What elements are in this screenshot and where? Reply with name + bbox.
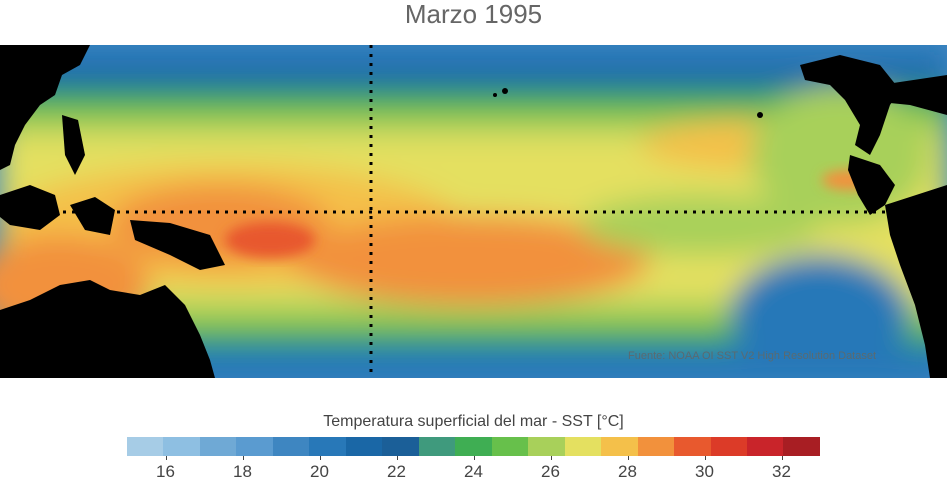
colorbar-tick (473, 456, 475, 460)
landmass-new-guinea (130, 220, 225, 270)
landmass-caribbean (880, 75, 947, 115)
colorbar-swatch (455, 437, 492, 456)
colorbar-tick-label: 26 (541, 462, 560, 481)
sst-map (0, 45, 947, 378)
colorbar-tick (165, 456, 167, 460)
colorbar-swatch (710, 437, 747, 456)
map-title: Marzo 1995 (404, 0, 543, 29)
landmass-australia (0, 280, 215, 378)
colorbar-tick (396, 456, 398, 460)
colorbar-tick (627, 456, 629, 460)
colorbar-swatch (418, 437, 456, 456)
colorbar-swatch (382, 437, 419, 456)
colorbar-swatch (127, 437, 164, 456)
colorbar-tick (319, 456, 321, 460)
colorbar-swatch (199, 437, 237, 456)
colorbar-tick-label: 30 (695, 462, 714, 481)
colorbar-swatch (272, 437, 310, 456)
colorbar-tick-label: 16 (156, 462, 175, 481)
land-masses (0, 45, 947, 378)
colorbar-swatch (564, 437, 602, 456)
colorbar-swatch (601, 437, 638, 456)
colorbar-swatch (163, 437, 200, 456)
landmass-indonesia (70, 197, 115, 235)
landmass-north-america (800, 55, 900, 155)
colorbar-swatch (491, 437, 529, 456)
colorbar-swatch (746, 437, 784, 456)
source-credit: Fuente: NOAA OI SST V2 High Resolution D… (628, 350, 877, 362)
colorbar-tick-label: 20 (310, 462, 329, 481)
landmass-central-america (848, 155, 895, 215)
colorbar-tick-label: 28 (618, 462, 637, 481)
landmass-philippines (62, 115, 85, 175)
graticule (0, 45, 947, 378)
colorbar-tick (781, 456, 783, 460)
colorbar-swatch (528, 437, 565, 456)
landmass-south-america (885, 185, 947, 378)
colorbar-ticks: 16 18 20 22 24 26 28 30 32 (127, 456, 820, 481)
colorbar-swatch (309, 437, 346, 456)
colorbar-tick-label: 24 (464, 462, 483, 481)
colorbar-swatch (345, 437, 383, 456)
colorbar-swatch (783, 437, 820, 456)
landmass-borneo-sumatra (0, 185, 60, 230)
colorbar-tick (242, 456, 244, 460)
colorbar-title: Temperatura superficial del mar - SST [°… (323, 413, 624, 430)
colorbar-swatch (236, 437, 273, 456)
colorbar-tick-label: 22 (387, 462, 406, 481)
colorbar-swatch (674, 437, 711, 456)
colorbar (127, 437, 820, 456)
colorbar-tick (704, 456, 706, 460)
colorbar-tick-label: 32 (772, 462, 791, 481)
colorbar-tick (550, 456, 552, 460)
landmass-asia (0, 45, 90, 170)
colorbar-swatch (637, 437, 675, 456)
colorbar-tick-label: 18 (233, 462, 252, 481)
